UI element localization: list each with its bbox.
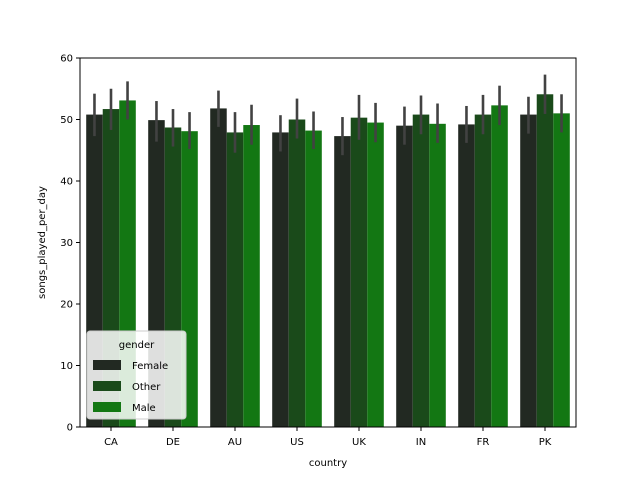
legend-label-female: Female — [132, 361, 168, 372]
bar-au-other — [226, 132, 244, 428]
y-axis-label: songs_played_per_day — [37, 186, 48, 299]
x-tick-label-au: AU — [228, 437, 242, 448]
y-tick-label: 50 — [60, 115, 73, 126]
legend-label-male: Male — [132, 403, 156, 414]
bar-us-female — [272, 132, 289, 428]
y-tick-label: 20 — [60, 300, 73, 311]
x-tick-label-fr: FR — [477, 437, 490, 448]
bar-in-female — [396, 125, 413, 428]
bar-fr-male — [491, 105, 508, 428]
bar-uk-male — [367, 122, 384, 427]
y-tick-label: 60 — [60, 54, 73, 65]
legend-swatch-female — [93, 360, 121, 370]
x-tick-label-in: IN — [416, 437, 426, 448]
x-axis: CA DE AU US UK IN FR PK — [104, 427, 552, 448]
legend-items: Female Other Male — [93, 360, 168, 414]
x-tick-label-ca: CA — [104, 437, 118, 448]
y-tick-label: 40 — [60, 177, 73, 188]
bar-us-other — [288, 119, 306, 427]
legend-title: gender — [119, 340, 155, 351]
legend-swatch-male — [93, 402, 121, 412]
bar-au-male — [243, 125, 260, 427]
bars-layer — [86, 94, 570, 428]
legend-swatch-other — [93, 381, 121, 391]
legend: gender Female Other Male — [86, 330, 187, 420]
y-tick-label: 0 — [67, 423, 73, 434]
bar-fr-other — [474, 114, 492, 427]
y-tick-label: 10 — [60, 361, 73, 372]
bar-fr-female — [458, 124, 475, 428]
errorbars-layer — [93, 74, 563, 156]
bar-uk-female — [334, 136, 351, 428]
x-tick-label-us: US — [290, 437, 304, 448]
bar-pk-male — [553, 113, 570, 427]
x-tick-label-uk: UK — [352, 437, 366, 448]
legend-label-other: Other — [132, 382, 161, 393]
bar-uk-other — [350, 117, 368, 427]
bar-pk-female — [520, 114, 537, 427]
y-axis: 0 10 20 30 40 50 60 — [60, 54, 80, 434]
x-tick-label-de: DE — [166, 437, 180, 448]
y-tick-label: 30 — [60, 238, 73, 249]
bar-in-male — [429, 123, 446, 427]
bar-pk-other — [536, 94, 554, 427]
bar-au-female — [210, 108, 227, 428]
x-axis-label: country — [309, 458, 347, 469]
bar-us-male — [305, 130, 322, 427]
bar-in-other — [412, 114, 430, 427]
x-tick-label-pk: PK — [539, 437, 552, 448]
legend-box — [86, 330, 187, 420]
